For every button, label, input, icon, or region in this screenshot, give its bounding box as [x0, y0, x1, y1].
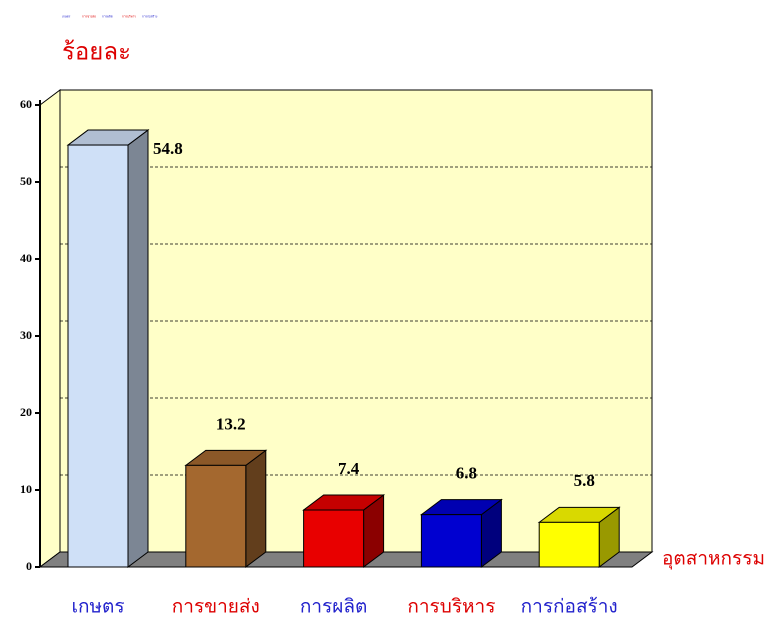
- y-tick-label: 50: [20, 174, 32, 188]
- y-tick-label: 0: [26, 559, 32, 573]
- data-label: 54.8: [153, 139, 183, 158]
- y-tick-label: 10: [20, 482, 32, 496]
- bar: [420, 514, 482, 568]
- x-tick-label: การก่อสร้าง: [521, 596, 618, 617]
- side-wall: [39, 89, 61, 568]
- x-tick-label: เกษตร: [71, 596, 124, 617]
- x-tick-label: การบริหาร: [407, 596, 495, 617]
- y-tick-label: 60: [20, 97, 32, 111]
- data-label: 6.8: [456, 464, 477, 483]
- y-tick-label: 30: [20, 328, 32, 342]
- data-label: 7.4: [338, 459, 360, 478]
- y-tick-label: 20: [20, 405, 32, 419]
- legend-item: การก่อสร้าง: [142, 15, 158, 19]
- bar: [67, 144, 129, 568]
- bar: [303, 509, 365, 568]
- y-axis-label: ร้อยละ: [62, 40, 131, 66]
- legend-item: การบริหาร: [122, 15, 136, 19]
- x-axis-label: อุตสาหกรรม: [662, 548, 765, 570]
- legend-item: การผลิต: [102, 15, 113, 19]
- data-label: 13.2: [216, 414, 246, 433]
- y-tick-label: 40: [20, 251, 32, 265]
- bar: [185, 464, 247, 568]
- legend-item: เกษตร: [62, 15, 71, 19]
- x-tick-label: การขายส่ง: [172, 596, 260, 617]
- bar-side: [127, 129, 149, 568]
- bar-side: [245, 449, 267, 569]
- data-label: 5.8: [574, 471, 595, 490]
- x-tick-label: การผลิต: [300, 596, 368, 617]
- legend-item: การขายส่ง: [82, 15, 96, 19]
- bar: [538, 521, 600, 568]
